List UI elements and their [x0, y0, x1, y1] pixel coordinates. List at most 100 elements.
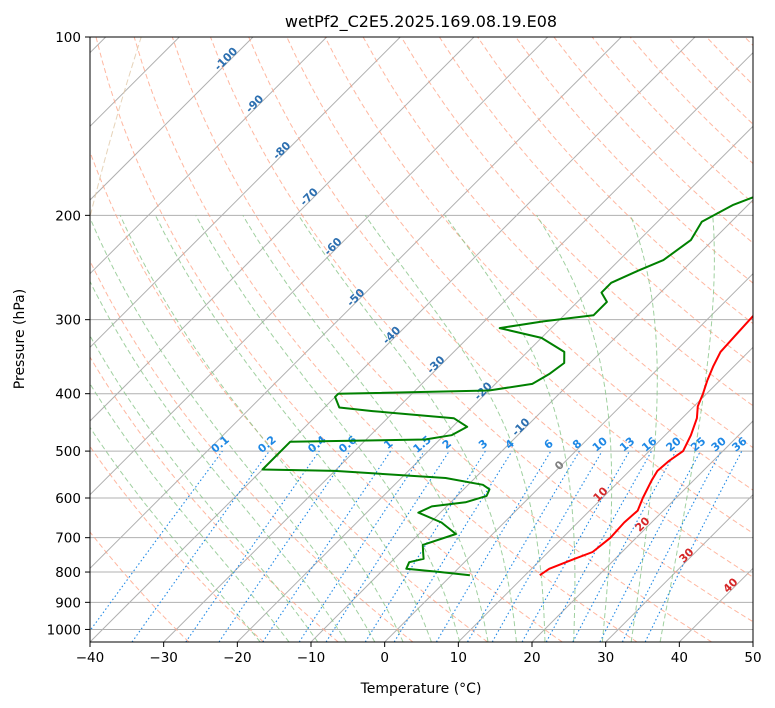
dry-adiabat-line — [90, 531, 190, 642]
isotherm-label: -10 — [509, 415, 532, 438]
moist-adiabat-line — [90, 382, 290, 642]
mixing-ratio-line — [262, 450, 392, 642]
dry-adiabat-line — [95, 37, 563, 642]
red-label: 30 — [677, 545, 697, 565]
mixing-ratio-line — [131, 450, 270, 642]
moist-adiabat-line — [119, 215, 404, 642]
isotherm-line — [678, 567, 753, 642]
dry-adiabat-line — [133, 37, 638, 642]
x-axis-label: Temperature (°C) — [360, 681, 482, 697]
mixing-ratio-line — [545, 450, 653, 642]
y-tick-label: 600 — [55, 491, 81, 507]
dry-adiabat-line — [90, 150, 488, 642]
y-tick-label: 300 — [55, 313, 81, 329]
isotherm-line — [531, 420, 753, 642]
moist-adiabat-line — [90, 334, 319, 642]
reference-curve — [90, 37, 142, 220]
mixing-ratio-label: 0.1 — [209, 433, 232, 455]
isotherm-line — [90, 37, 328, 275]
mixing-ratio-label: 2 — [440, 437, 454, 452]
mixing-ratio-line — [298, 450, 425, 642]
y-axis-ticks: 100 200 300 400 500 600 700 800 900 1000 — [47, 30, 90, 638]
mixing-ratio-label: 3 — [476, 437, 490, 452]
isotherm-line — [90, 37, 254, 201]
isotherm-label: -50 — [344, 286, 367, 309]
isotherm-label: -60 — [321, 235, 344, 258]
dry-adiabat-line — [324, 37, 753, 491]
dry-adiabat-line — [438, 37, 753, 366]
x-tick-label: 20 — [523, 650, 540, 666]
red-label: 20 — [633, 514, 653, 534]
red-label: 40 — [721, 575, 741, 595]
mixing-ratio-label: 8 — [570, 437, 584, 452]
mixing-ratio-line — [325, 450, 450, 642]
dry-adiabat-line — [744, 37, 753, 47]
mixing-ratio-label: 0.2 — [255, 433, 278, 455]
mixing-ratio-label: 0.6 — [336, 433, 360, 456]
background-lines — [90, 37, 753, 642]
y-tick-label: 200 — [55, 208, 81, 224]
dry-adiabat-line — [400, 37, 753, 407]
y-tick-label: 400 — [55, 387, 81, 403]
moist-adiabat-line — [154, 215, 432, 642]
y-tick-label: 500 — [55, 444, 81, 460]
isotherm-line — [236, 125, 753, 642]
mixing-ratio-line — [644, 450, 743, 642]
moist-adiabat-line — [298, 215, 517, 642]
dry-adiabat-line — [210, 37, 753, 623]
mixing-ratio-label: 1.5 — [411, 433, 434, 455]
dry-adiabat-line — [90, 445, 264, 642]
chart-title: wetPf2_C2E5.2025.169.08.19.E08 — [285, 12, 557, 32]
mixing-ratio-line — [521, 450, 630, 642]
isotherm-label: -100 — [212, 44, 241, 73]
y-tick-label: 100 — [55, 30, 81, 46]
dry-adiabat-line — [553, 37, 753, 244]
isotherm-line — [90, 37, 549, 496]
x-tick-label: −10 — [297, 650, 326, 666]
x-tick-label: −30 — [149, 650, 178, 666]
isotherm-line — [457, 346, 753, 642]
moist-adiabat-line — [242, 215, 489, 642]
dry-adiabat-line — [90, 259, 414, 642]
dry-adiabat-line — [171, 37, 712, 642]
isotherm-line — [90, 37, 401, 349]
isotherm-line — [752, 641, 753, 642]
dry-adiabat-line — [90, 356, 339, 642]
moist-adiabat-line — [630, 215, 658, 642]
isotherm-label: -30 — [424, 353, 447, 376]
isotherm-line — [90, 37, 696, 642]
dry-adiabat-line — [515, 37, 753, 284]
mixing-ratio-line — [572, 450, 677, 642]
isotherm-line — [384, 272, 753, 642]
zero-label: 0 — [552, 458, 567, 473]
mixing-ratio-line — [393, 450, 513, 642]
isotherm-line — [90, 37, 622, 570]
y-tick-label: 900 — [55, 595, 81, 611]
mixing-ratio-label: 6 — [542, 437, 556, 452]
moist-adiabat-line — [90, 216, 376, 642]
dewpoint-line — [261, 196, 753, 577]
moist-adiabat-line — [90, 280, 347, 642]
y-tick-label: 1000 — [47, 622, 81, 638]
mixing-ratio-line — [90, 450, 223, 632]
x-tick-label: −40 — [76, 650, 105, 666]
mixing-ratio-label: 0.4 — [305, 433, 329, 456]
plot-frame — [89, 36, 754, 643]
red-label: 10 — [591, 484, 611, 504]
x-tick-label: 40 — [671, 650, 688, 666]
x-tick-label: 30 — [597, 650, 614, 666]
y-tick-label: 800 — [55, 565, 81, 581]
moist-adiabat-line — [195, 215, 461, 642]
isotherm-label: -90 — [243, 92, 266, 115]
temperature-line — [539, 314, 753, 577]
isotherm-line — [90, 37, 475, 422]
mixing-ratio-label: 4 — [503, 437, 517, 452]
mixing-ratio-line — [621, 450, 722, 642]
isotherm-label: -80 — [270, 139, 293, 162]
dry-adiabat-line — [706, 37, 753, 86]
moist-adiabat-line — [364, 215, 546, 642]
isotherm-label: -40 — [380, 324, 403, 347]
x-tick-label: 0 — [380, 650, 389, 666]
x-tick-label: −20 — [223, 650, 252, 666]
